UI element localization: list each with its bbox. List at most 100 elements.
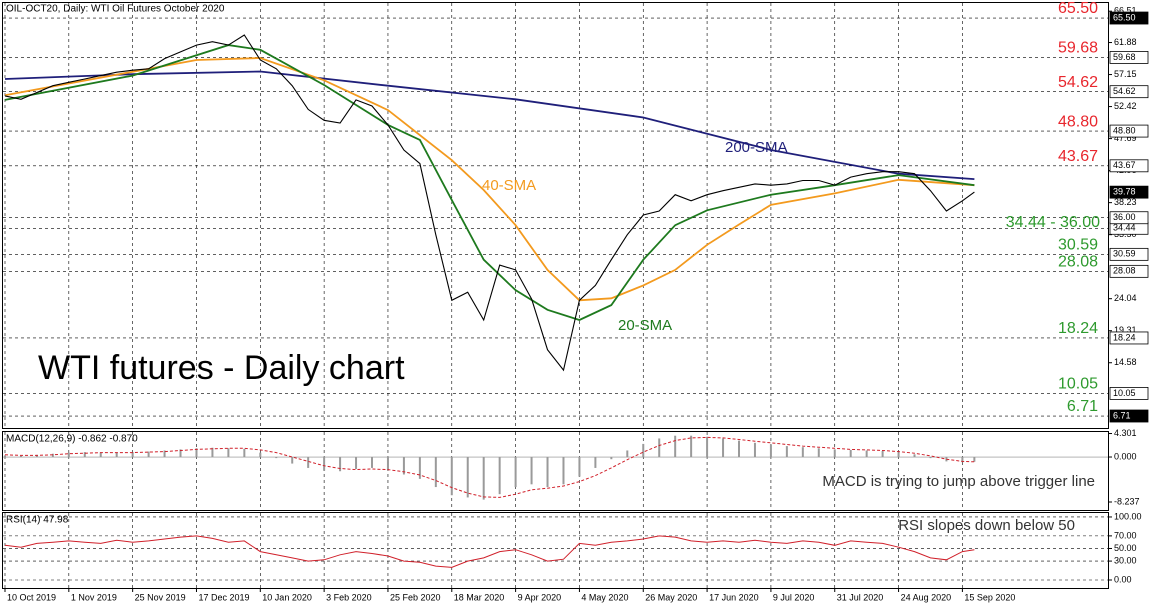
y-tick-label: 0.000	[1114, 451, 1137, 461]
macd-panel	[2, 431, 1109, 511]
macd-bar	[243, 448, 246, 458]
macd-bar	[961, 457, 964, 463]
macd-bar	[99, 452, 102, 458]
macd-bar	[642, 443, 645, 458]
x-tick-label: 25 Nov 2019	[135, 592, 186, 602]
macd-bar	[769, 444, 772, 458]
zone-label: 34.44 - 36.00	[1006, 214, 1100, 231]
level-label: 30.59	[1058, 237, 1098, 254]
macd-bar	[147, 451, 150, 458]
macd-bar	[179, 449, 182, 458]
x-tick-label: 9 Apr 2020	[518, 592, 562, 602]
macd-bar	[913, 454, 916, 458]
level-axis-label: 65.50	[1113, 12, 1136, 22]
macd-bar	[785, 446, 788, 458]
x-tick-label: 10 Jan 2020	[262, 592, 312, 602]
level-axis-label: 10.05	[1113, 388, 1136, 398]
macd-bar	[355, 457, 358, 470]
macd-bar	[482, 457, 485, 500]
macd-bar	[259, 452, 262, 458]
y-tick-label: 61.88	[1114, 37, 1137, 47]
macd-bar	[386, 457, 389, 471]
y-tick-label: 50.00	[1114, 543, 1137, 553]
macd-bar	[115, 452, 118, 458]
macd-bar	[498, 457, 501, 495]
level-label: 59.68	[1058, 40, 1098, 57]
macd-bar	[801, 447, 804, 458]
macd-bar	[722, 438, 725, 458]
level-label: 10.05	[1058, 376, 1098, 393]
macd-bar	[83, 452, 86, 458]
level-box	[1109, 409, 1149, 423]
macd-bar	[466, 457, 469, 498]
macd-bar	[3, 455, 6, 458]
macd-bar	[163, 450, 166, 458]
rsi-panel	[2, 512, 1109, 589]
level-axis-label: 30.59	[1113, 249, 1136, 259]
level-box	[1109, 264, 1149, 278]
macd-bar	[562, 457, 565, 485]
x-tick-label: 31 Jul 2020	[837, 592, 884, 602]
level-box	[1109, 51, 1149, 64]
x-tick-label: 18 Mar 2020	[454, 592, 505, 602]
level-label: 65.50	[1058, 0, 1098, 17]
level-box	[1109, 247, 1149, 261]
level-box	[1109, 124, 1149, 138]
macd-bar	[211, 447, 214, 458]
macd-bar	[849, 449, 852, 458]
y-tick-label: 19.31	[1114, 325, 1137, 335]
macd-bar	[307, 457, 310, 468]
macd-bar	[514, 457, 517, 488]
y-tick-label: 66.51	[1114, 6, 1137, 16]
zone-axis-label: 36.00	[1113, 212, 1136, 222]
macd-bar	[817, 448, 820, 458]
price-panel	[2, 2, 1109, 429]
macd-bar	[339, 457, 342, 472]
zone-axis-label: 34.44	[1113, 223, 1136, 233]
macd-bar	[833, 449, 836, 458]
level-box	[1109, 331, 1149, 345]
x-tick-label: 25 Feb 2020	[390, 592, 441, 602]
macd-bar	[546, 457, 549, 488]
macd-bar	[865, 450, 868, 458]
signal-line	[4, 436, 975, 498]
macd-bar	[973, 457, 976, 462]
macd-bar	[227, 448, 230, 458]
x-tick-label: 26 May 2020	[645, 592, 697, 602]
y-tick-label: 14.58	[1114, 357, 1137, 367]
chart-title: WTI futures - Daily chart	[38, 349, 405, 387]
x-tick-label: 17 Jun 2020	[709, 592, 759, 602]
x-tick-label: 17 Dec 2019	[198, 592, 249, 602]
y-tick-label: 38.23	[1114, 197, 1137, 207]
macd-bar	[530, 457, 533, 485]
macd-bar	[594, 457, 597, 468]
y-tick-label: 47.69	[1114, 133, 1137, 143]
y-tick-label: 24.04	[1114, 293, 1137, 303]
macd-bar	[929, 457, 932, 459]
rsi-label: RSI(14) 47.98	[6, 515, 69, 526]
macd-bar	[897, 452, 900, 458]
macd-annotation: MACD is trying to jump above trigger lin…	[822, 473, 1095, 490]
x-tick-label: 10 Oct 2019	[7, 592, 56, 602]
level-axis-label: 48.80	[1113, 125, 1136, 135]
level-label: 6.71	[1067, 398, 1098, 415]
macd-bar	[19, 455, 22, 458]
y-tick-label: -8.237	[1114, 496, 1140, 506]
sma-label: 40-SMA	[482, 177, 536, 194]
price-line	[4, 34, 975, 372]
macd-bar	[610, 457, 613, 460]
level-label: 18.24	[1058, 320, 1098, 337]
macd-bar	[323, 457, 326, 471]
macd-bar	[658, 438, 661, 458]
level-label: 43.67	[1058, 148, 1098, 165]
x-tick-label: 15 Sep 2020	[964, 592, 1015, 602]
macd-bar	[450, 457, 453, 496]
level-box	[1109, 387, 1149, 400]
rsi-line	[4, 535, 975, 568]
x-tick-label: 24 Aug 2020	[901, 592, 952, 602]
x-tick-label: 1 Nov 2019	[71, 592, 117, 602]
macd-bar	[67, 452, 70, 458]
level-axis-label: 54.62	[1113, 86, 1136, 96]
level-axis-label: 59.68	[1113, 52, 1136, 62]
macd-bar	[753, 442, 756, 458]
